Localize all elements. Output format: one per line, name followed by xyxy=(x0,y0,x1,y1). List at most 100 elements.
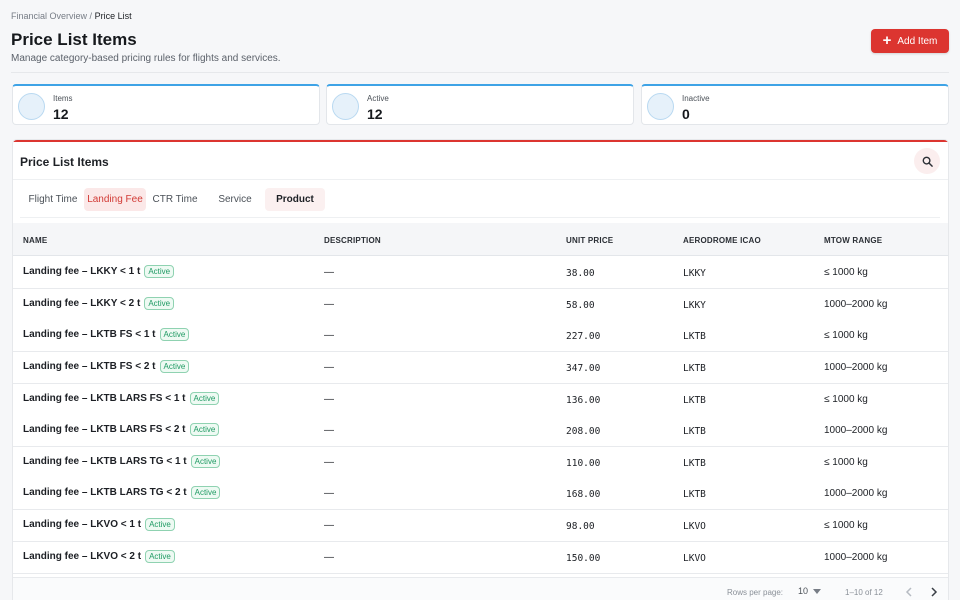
row-name-text: Landing fee – LKTB LARS TG < 1 t xyxy=(23,456,187,467)
row-name-text: Landing fee – LKTB FS < 1 t xyxy=(23,329,156,340)
row-icao: LKTB xyxy=(683,426,706,437)
row-description: — xyxy=(324,330,334,341)
header-divider xyxy=(11,72,949,73)
stat-card-items: Items 12 xyxy=(12,84,320,125)
row-name: Landing fee – LKTB LARS FS < 2 t Active xyxy=(23,423,220,436)
table-row[interactable]: Landing fee – LKTB LARS TG < 2 t Active —… xyxy=(13,478,948,510)
row-icao: LKTB xyxy=(683,331,706,342)
add-item-button[interactable]: + Add Item xyxy=(871,29,949,53)
breadcrumb-current: Price List xyxy=(94,11,132,21)
row-unit-price: 227.00 xyxy=(566,331,601,342)
stat-label: Items xyxy=(53,94,73,103)
column-header-aerodrome-icao[interactable]: AERODROME ICAO xyxy=(683,236,761,245)
row-unit-price: 347.00 xyxy=(566,363,601,374)
column-header-mtow-range[interactable]: MTOW RANGE xyxy=(824,236,883,245)
card-accent-bar xyxy=(13,140,948,142)
next-page-button[interactable] xyxy=(925,583,943,600)
row-mtow: ≤ 1000 kg xyxy=(824,520,868,531)
status-badge: Active xyxy=(145,518,175,531)
breadcrumb: Financial Overview / Price List xyxy=(11,11,132,21)
table-row[interactable]: Landing fee – LKKY < 2 t Active — 58.00 L… xyxy=(13,289,948,321)
stat-card-inactive: Inactive 0 xyxy=(641,84,949,125)
status-badge: Active xyxy=(145,550,175,563)
rows-per-page-select[interactable]: 10 xyxy=(798,586,822,596)
row-description: — xyxy=(324,362,334,373)
rows-per-page-value: 10 xyxy=(798,586,809,596)
status-badge: Active xyxy=(189,423,220,436)
stat-label: Inactive xyxy=(682,94,710,103)
stat-icon-circle xyxy=(332,93,359,120)
table-row[interactable]: Landing fee – LKTB LARS FS < 1 t Active —… xyxy=(13,384,948,416)
stat-icon-circle xyxy=(647,93,674,120)
status-badge: Active xyxy=(190,486,221,499)
tab-ctr-time[interactable]: CTR Time xyxy=(147,188,203,211)
tab-flight-time[interactable]: Flight Time xyxy=(23,188,83,211)
stat-value: 0 xyxy=(682,106,690,122)
row-name: Landing fee – LKKY < 2 t Active xyxy=(23,297,175,310)
rows-per-page-label: Rows per page: xyxy=(727,588,784,597)
row-mtow: ≤ 1000 kg xyxy=(824,394,868,405)
tabs-divider xyxy=(20,217,940,218)
pagination-footer: Rows per page: 10 1–10 of 12 xyxy=(13,577,948,600)
breadcrumb-parent-link[interactable]: Financial Overview xyxy=(11,11,88,21)
row-description: — xyxy=(324,488,334,499)
row-icao: LKKY xyxy=(683,300,706,311)
tab-service[interactable]: Service xyxy=(209,188,261,211)
breadcrumb-separator: / xyxy=(89,11,93,21)
row-icao: LKVO xyxy=(683,521,706,532)
column-header-description[interactable]: DESCRIPTION xyxy=(324,236,381,245)
row-mtow: 1000–2000 kg xyxy=(824,552,888,563)
stat-value: 12 xyxy=(367,106,383,122)
row-icao: LKVO xyxy=(683,553,706,564)
row-mtow: ≤ 1000 kg xyxy=(824,457,868,468)
tab-product[interactable]: Product xyxy=(265,188,325,211)
page-range: 1–10 of 12 xyxy=(845,588,883,597)
chevron-right-icon xyxy=(930,587,937,597)
row-icao: LKTB xyxy=(683,489,706,500)
row-name-text: Landing fee – LKTB LARS FS < 1 t xyxy=(23,393,186,404)
row-unit-price: 58.00 xyxy=(566,300,595,311)
row-description: — xyxy=(324,457,334,468)
row-description: — xyxy=(324,552,334,563)
row-icao: LKTB xyxy=(683,395,706,406)
row-description: — xyxy=(324,520,334,531)
column-header-name[interactable]: NAME xyxy=(23,236,48,245)
row-icao: LKKY xyxy=(683,268,706,279)
status-badge: Active xyxy=(159,360,190,373)
row-description: — xyxy=(324,425,334,436)
add-item-label: Add Item xyxy=(897,35,938,47)
row-unit-price: 168.00 xyxy=(566,489,601,500)
status-badge: Active xyxy=(190,455,221,468)
table-row[interactable]: Landing fee – LKTB FS < 2 t Active — 347.… xyxy=(13,352,948,384)
row-description: — xyxy=(324,267,334,278)
row-name-text: Landing fee – LKVO < 2 t xyxy=(23,551,142,562)
tab-landing-fee[interactable]: Landing Fee xyxy=(84,188,146,211)
row-unit-price: 38.00 xyxy=(566,268,595,279)
stat-value: 12 xyxy=(53,106,69,122)
table-row[interactable]: Landing fee – LKTB LARS FS < 2 t Active —… xyxy=(13,415,948,447)
table-row[interactable]: Landing fee – LKVO < 2 t Active — 150.00 … xyxy=(13,542,948,574)
row-unit-price: 136.00 xyxy=(566,395,601,406)
row-name-text: Landing fee – LKTB FS < 2 t xyxy=(23,361,156,372)
row-unit-price: 98.00 xyxy=(566,521,595,532)
table-row[interactable]: Landing fee – LKKY < 1 t Active — 38.00 L… xyxy=(13,257,948,289)
search-button[interactable] xyxy=(914,148,940,174)
price-list-card: Price List Items Flight Time Landing Fee… xyxy=(12,139,949,600)
chevron-down-icon xyxy=(813,588,822,594)
row-name: Landing fee – LKTB FS < 1 t Active xyxy=(23,328,190,341)
row-icao: LKTB xyxy=(683,458,706,469)
row-name: Landing fee – LKVO < 2 t Active xyxy=(23,550,175,563)
row-unit-price: 110.00 xyxy=(566,458,601,469)
row-name: Landing fee – LKVO < 1 t Active xyxy=(23,518,175,531)
column-header-unit-price[interactable]: UNIT PRICE xyxy=(566,236,614,245)
row-mtow: 1000–2000 kg xyxy=(824,488,888,499)
row-name-text: Landing fee – LKTB LARS TG < 2 t xyxy=(23,487,187,498)
row-mtow: 1000–2000 kg xyxy=(824,299,888,310)
table-row[interactable]: Landing fee – LKTB FS < 1 t Active — 227.… xyxy=(13,320,948,352)
row-description: — xyxy=(324,394,334,405)
table-row[interactable]: Landing fee – LKTB LARS TG < 1 t Active —… xyxy=(13,447,948,479)
row-mtow: ≤ 1000 kg xyxy=(824,330,868,341)
previous-page-button[interactable] xyxy=(899,583,917,600)
row-mtow: ≤ 1000 kg xyxy=(824,267,868,278)
table-row[interactable]: Landing fee – LKVO < 1 t Active — 98.00 L… xyxy=(13,510,948,542)
